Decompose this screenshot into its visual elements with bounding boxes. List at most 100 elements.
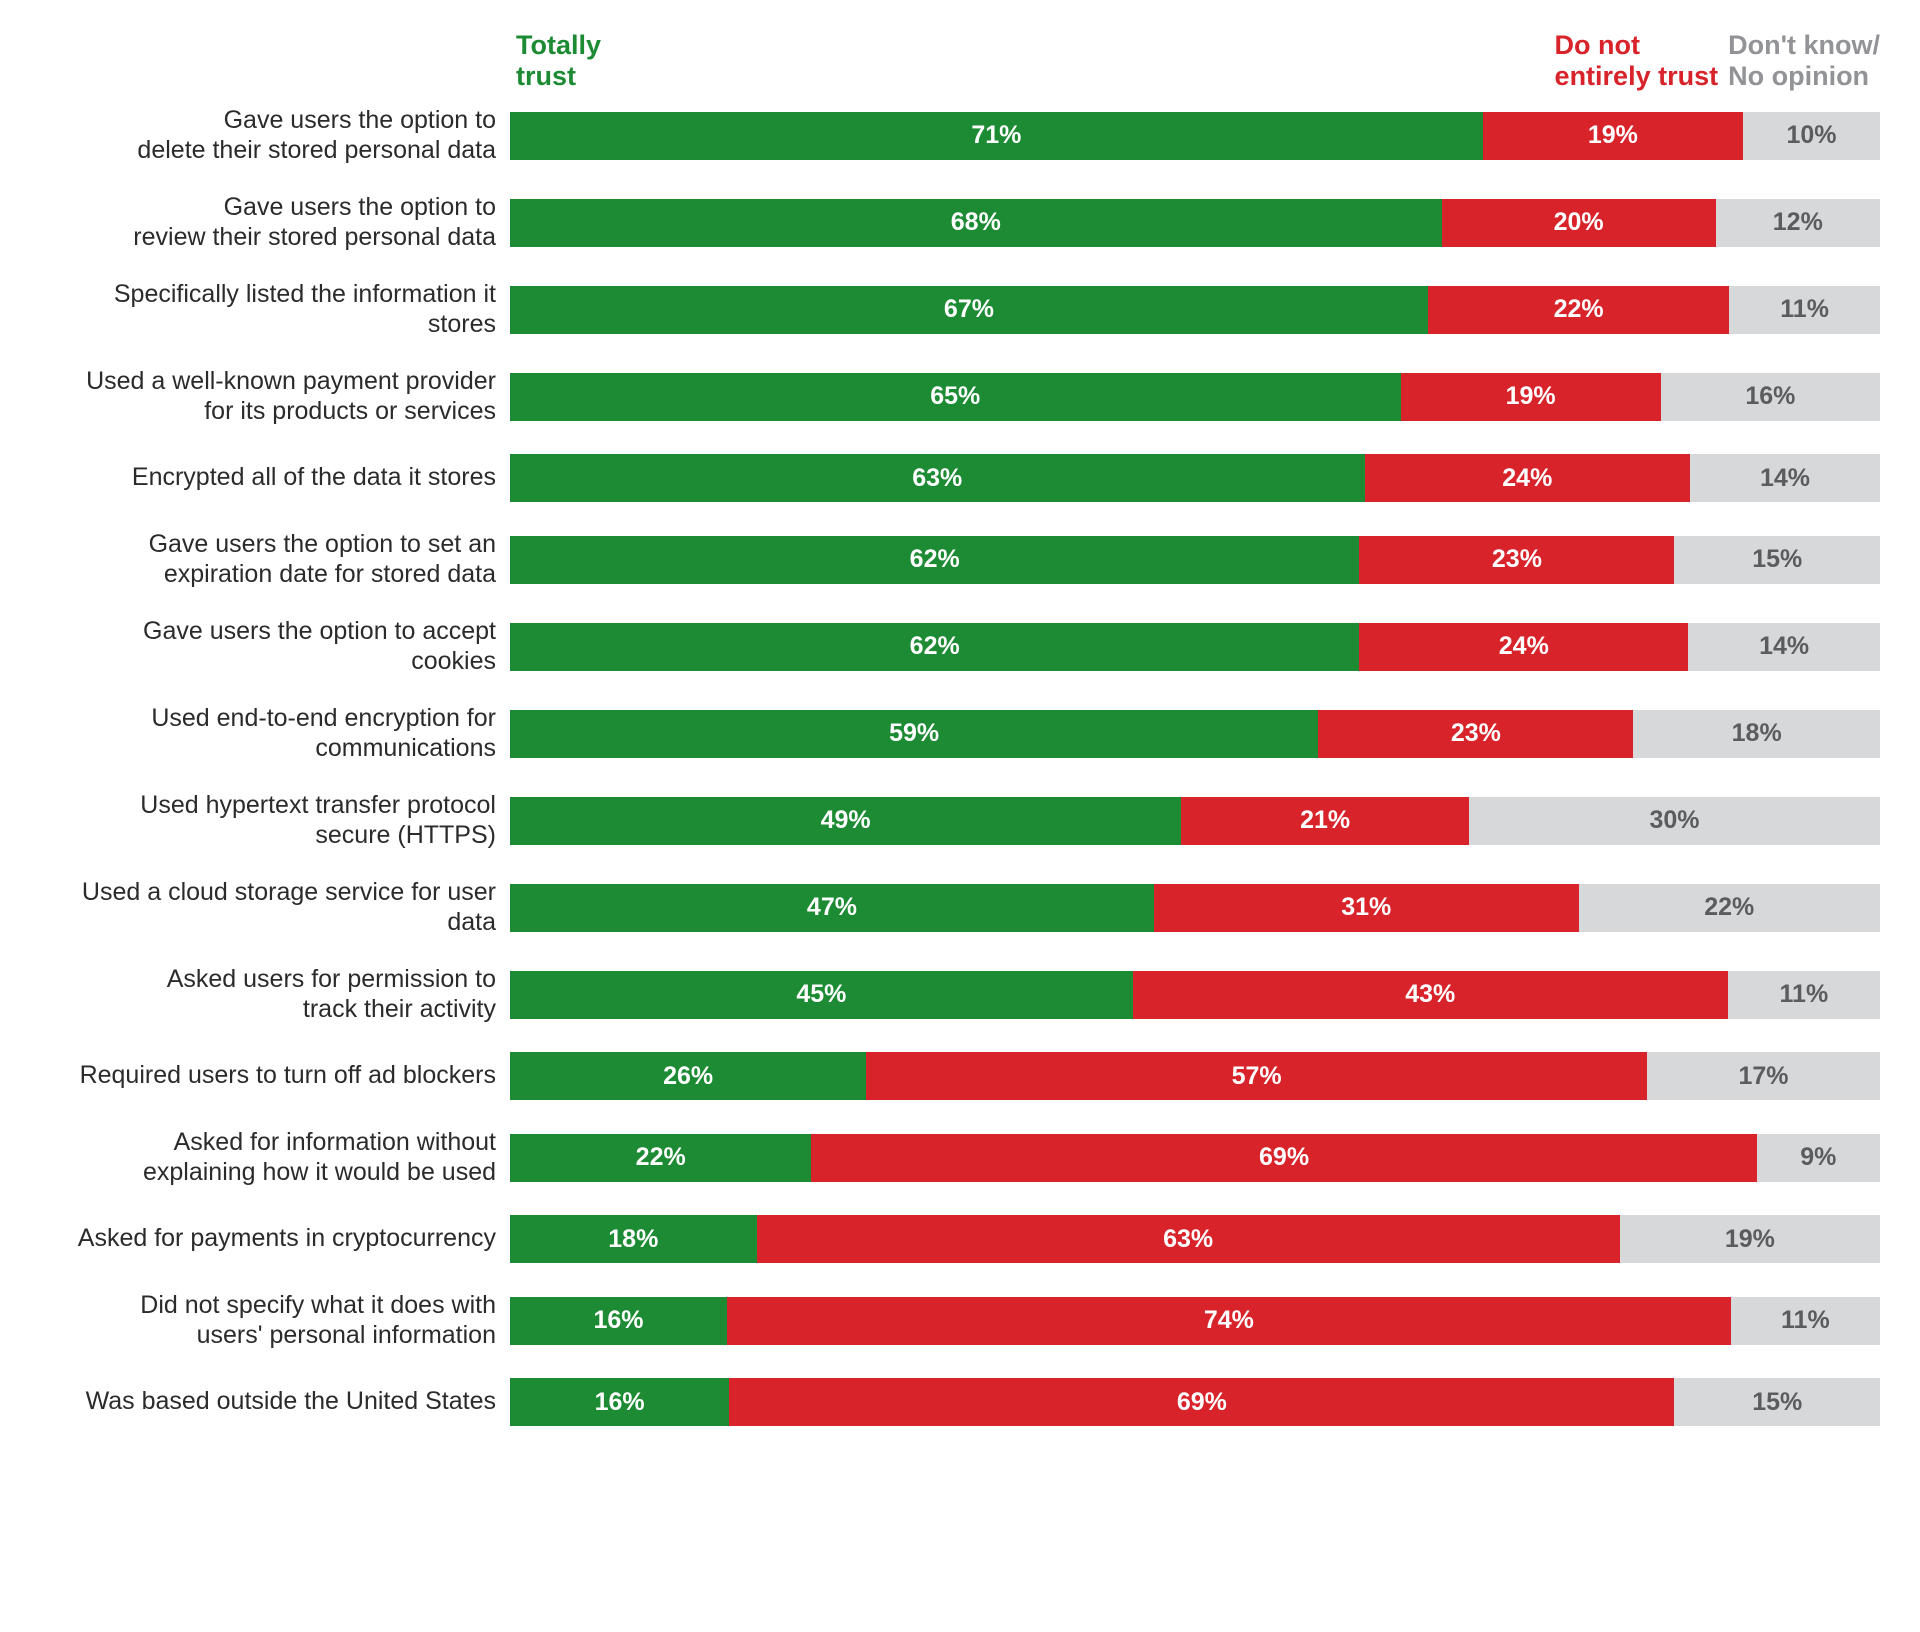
row-label: Encrypted all of the data it stores <box>40 463 510 493</box>
bar-segment-no_trust: 23% <box>1318 710 1633 758</box>
row-label: Asked users for permission totrack their… <box>40 965 510 1024</box>
row-label: Asked for information withoutexplaining … <box>40 1128 510 1187</box>
chart-row: Required users to turn off ad blockers26… <box>40 1052 1880 1100</box>
row-label: Used a well-known payment providerfor it… <box>40 367 510 426</box>
row-label: Specifically listed the information itst… <box>40 280 510 339</box>
bar-track: 16%69%15% <box>510 1378 1880 1426</box>
chart-row: Asked users for permission totrack their… <box>40 965 1880 1024</box>
chart-rows: Gave users the option todelete their sto… <box>40 106 1880 1426</box>
chart-row: Encrypted all of the data it stores63%24… <box>40 454 1880 502</box>
bar-segment-no_trust: 19% <box>1483 112 1743 160</box>
legend-dont-know: Don't know/No opinion <box>1728 30 1880 92</box>
row-label: Was based outside the United States <box>40 1387 510 1417</box>
bar-segment-trust: 67% <box>510 286 1428 334</box>
bar-track: 47%31%22% <box>510 884 1880 932</box>
bar-segment-no_trust: 69% <box>811 1134 1756 1182</box>
bar-segment-dont_know: 19% <box>1620 1215 1880 1263</box>
chart-row: Used a well-known payment providerfor it… <box>40 367 1880 426</box>
bar-segment-dont_know: 30% <box>1469 797 1880 845</box>
chart-row: Asked for information withoutexplaining … <box>40 1128 1880 1187</box>
bar-track: 65%19%16% <box>510 373 1880 421</box>
bar-segment-dont_know: 11% <box>1731 1297 1880 1345</box>
bar-segment-trust: 59% <box>510 710 1318 758</box>
bar-segment-dont_know: 18% <box>1633 710 1880 758</box>
bar-segment-dont_know: 11% <box>1729 286 1880 334</box>
bar-segment-no_trust: 23% <box>1359 536 1674 584</box>
row-label: Required users to turn off ad blockers <box>40 1061 510 1091</box>
bar-segment-dont_know: 15% <box>1674 1378 1880 1426</box>
row-label: Gave users the option to acceptcookies <box>40 617 510 676</box>
bar-track: 62%23%15% <box>510 536 1880 584</box>
bar-segment-trust: 71% <box>510 112 1483 160</box>
chart-row: Used a cloud storage service for userdat… <box>40 878 1880 937</box>
bar-segment-no_trust: 31% <box>1154 884 1579 932</box>
bar-segment-trust: 45% <box>510 971 1133 1019</box>
bar-segment-dont_know: 17% <box>1647 1052 1880 1100</box>
bar-segment-no_trust: 43% <box>1133 971 1728 1019</box>
chart-row: Was based outside the United States16%69… <box>40 1378 1880 1426</box>
legend-row: Totallytrust Do notentirely trust Don't … <box>40 30 1880 92</box>
bar-segment-no_trust: 63% <box>757 1215 1620 1263</box>
bar-track: 18%63%19% <box>510 1215 1880 1263</box>
bar-segment-trust: 62% <box>510 536 1359 584</box>
bar-track: 71%19%10% <box>510 112 1880 160</box>
chart-row: Gave users the option to acceptcookies62… <box>40 617 1880 676</box>
chart-row: Gave users the option toreview their sto… <box>40 193 1880 252</box>
bar-track: 22%69%9% <box>510 1134 1880 1182</box>
bar-segment-dont_know: 12% <box>1716 199 1880 247</box>
bar-segment-dont_know: 22% <box>1579 884 1880 932</box>
chart-row: Gave users the option to set anexpiratio… <box>40 530 1880 589</box>
bar-segment-trust: 18% <box>510 1215 757 1263</box>
row-label: Asked for payments in cryptocurrency <box>40 1224 510 1254</box>
bar-segment-no_trust: 74% <box>727 1297 1731 1345</box>
bar-segment-trust: 63% <box>510 454 1365 502</box>
row-label: Gave users the option toreview their sto… <box>40 193 510 252</box>
row-label: Used hypertext transfer protocolsecure (… <box>40 791 510 850</box>
trust-stacked-bar-chart: Totallytrust Do notentirely trust Don't … <box>40 30 1880 1426</box>
bar-segment-trust: 65% <box>510 373 1401 421</box>
bar-track: 49%21%30% <box>510 797 1880 845</box>
bar-segment-dont_know: 9% <box>1757 1134 1880 1182</box>
chart-row: Did not specify what it does withusers' … <box>40 1291 1880 1350</box>
bar-segment-no_trust: 19% <box>1401 373 1661 421</box>
bar-segment-trust: 16% <box>510 1297 727 1345</box>
bar-track: 45%43%11% <box>510 971 1880 1019</box>
bar-segment-no_trust: 57% <box>866 1052 1647 1100</box>
chart-row: Used hypertext transfer protocolsecure (… <box>40 791 1880 850</box>
chart-row: Asked for payments in cryptocurrency18%6… <box>40 1215 1880 1263</box>
legend-container: Totallytrust Do notentirely trust Don't … <box>510 30 1880 92</box>
row-label: Used end-to-end encryption forcommunicat… <box>40 704 510 763</box>
bar-segment-dont_know: 11% <box>1728 971 1880 1019</box>
bar-segment-trust: 16% <box>510 1378 729 1426</box>
bar-track: 16%74%11% <box>510 1297 1880 1345</box>
chart-row: Used end-to-end encryption forcommunicat… <box>40 704 1880 763</box>
bar-segment-trust: 68% <box>510 199 1442 247</box>
bar-track: 67%22%11% <box>510 286 1880 334</box>
bar-track: 26%57%17% <box>510 1052 1880 1100</box>
bar-segment-no_trust: 24% <box>1365 454 1691 502</box>
bar-segment-trust: 62% <box>510 623 1359 671</box>
bar-track: 68%20%12% <box>510 199 1880 247</box>
chart-row: Specifically listed the information itst… <box>40 280 1880 339</box>
row-label: Used a cloud storage service for userdat… <box>40 878 510 937</box>
bar-segment-no_trust: 69% <box>729 1378 1674 1426</box>
bar-track: 62%24%14% <box>510 623 1880 671</box>
bar-segment-no_trust: 22% <box>1428 286 1729 334</box>
legend-totally-trust: Totallytrust <box>516 30 601 92</box>
bar-segment-dont_know: 14% <box>1688 623 1880 671</box>
bar-segment-trust: 22% <box>510 1134 811 1182</box>
row-label: Did not specify what it does withusers' … <box>40 1291 510 1350</box>
bar-segment-dont_know: 10% <box>1743 112 1880 160</box>
bar-segment-trust: 47% <box>510 884 1154 932</box>
bar-segment-no_trust: 24% <box>1359 623 1688 671</box>
row-label: Gave users the option todelete their sto… <box>40 106 510 165</box>
bar-segment-dont_know: 15% <box>1674 536 1880 584</box>
bar-segment-dont_know: 16% <box>1661 373 1880 421</box>
row-label: Gave users the option to set anexpiratio… <box>40 530 510 589</box>
bar-track: 63%24%14% <box>510 454 1880 502</box>
legend-do-not-trust: Do notentirely trust <box>1555 30 1729 92</box>
bar-track: 59%23%18% <box>510 710 1880 758</box>
bar-segment-trust: 49% <box>510 797 1181 845</box>
bar-segment-trust: 26% <box>510 1052 866 1100</box>
chart-row: Gave users the option todelete their sto… <box>40 106 1880 165</box>
